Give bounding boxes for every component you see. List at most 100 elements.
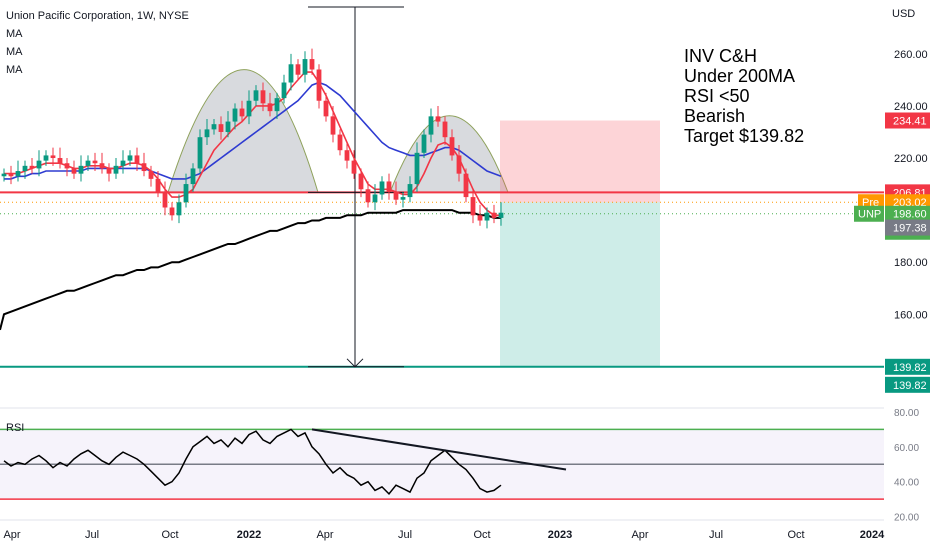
candle-body[interactable] [120,160,126,166]
candle-body[interactable] [351,160,357,174]
candle-body[interactable] [15,171,21,177]
candle-body[interactable] [442,121,448,138]
trade-annotation: INV C&H Under 200MA RSI <50 Bearish Targ… [684,46,804,146]
badge-target1[interactable] [885,358,930,375]
candle-body[interactable] [330,116,336,135]
time-tick-label: Apr [3,529,20,541]
candle-body[interactable] [57,158,63,164]
reward-zone[interactable] [500,202,660,367]
candle-body[interactable] [190,168,196,185]
candle-body[interactable] [1,173,7,177]
candle-body[interactable] [36,160,42,169]
candle-body[interactable] [134,155,140,164]
candle-body[interactable] [29,165,35,169]
candle-body[interactable] [8,173,14,177]
time-tick-label: 2024 [860,529,885,541]
indicator-ma-1[interactable]: MA [6,28,23,40]
rsi-tick-label: 40.00 [894,478,919,489]
candle-body[interactable] [428,116,434,135]
candle-body[interactable] [477,215,483,221]
candle-body[interactable] [491,212,497,218]
candle-body[interactable] [274,98,280,112]
candle-body[interactable] [372,194,378,203]
candle-body[interactable] [316,69,322,101]
badge-upper-red-value: 234.41 [893,116,927,128]
candle-body[interactable] [253,90,259,101]
symbol-title[interactable]: Union Pacific Corporation, 1W, NYSE [6,10,189,22]
candle-body[interactable] [281,82,287,99]
candle-body[interactable] [260,90,266,104]
candle-body[interactable] [449,137,455,156]
candle-body[interactable] [379,181,385,195]
candle-body[interactable] [246,100,252,117]
price-tick-label: 220.00 [894,153,928,165]
candle-body[interactable] [295,64,301,75]
candle-body[interactable] [407,184,413,198]
price-tick-label: 240.00 [894,101,928,113]
candle-body[interactable] [463,173,469,198]
indicator-ma-2[interactable]: MA [6,46,23,58]
candle-body[interactable] [309,59,315,70]
candle-body[interactable] [113,165,119,174]
badge-ma200[interactable] [885,219,930,236]
ma-red-line[interactable] [4,71,501,217]
candle-body[interactable] [421,134,427,153]
candle-body[interactable] [323,100,329,117]
candle-body[interactable] [344,150,350,161]
candle-body[interactable] [218,124,224,132]
candle-body[interactable] [484,212,490,221]
candle-body[interactable] [85,160,91,166]
badge-upper-red[interactable] [885,112,930,129]
candle-body[interactable] [337,134,343,151]
candle-body[interactable] [267,103,273,112]
candle-body[interactable] [50,155,56,159]
candle-body[interactable] [155,178,161,192]
candle-body[interactable] [414,152,420,185]
candle-body[interactable] [22,165,28,172]
candle-body[interactable] [78,165,84,174]
candle-body[interactable] [386,181,392,192]
candle-body[interactable] [92,160,98,164]
candle-body[interactable] [197,137,203,169]
candle-body[interactable] [365,189,371,203]
candle-body[interactable] [106,168,112,174]
candle-body[interactable] [148,171,154,179]
badge-target2[interactable] [885,376,930,393]
candle-body[interactable] [162,191,168,208]
time-tick-label: Oct [473,529,490,541]
candle-body[interactable] [232,108,238,122]
badge-last-tag[interactable] [854,205,884,222]
candle-body[interactable] [456,155,462,174]
candle-body[interactable] [400,197,406,200]
candle-body[interactable] [225,121,231,132]
candle-body[interactable] [64,163,70,169]
candle-body[interactable] [393,191,399,200]
price-axis[interactable] [884,0,932,550]
rsi-trendline[interactable] [311,428,567,471]
candle-body[interactable] [358,173,364,190]
candle-body[interactable] [239,108,245,117]
rsi-line[interactable] [3,428,502,496]
candle-body[interactable] [141,163,147,172]
cup-pattern [167,69,319,193]
ma-200-line[interactable] [0,209,501,331]
annotation-line-4: Bearish [684,106,746,126]
candle-body[interactable] [204,129,210,138]
risk-zone[interactable] [500,120,660,203]
candle-body[interactable] [470,197,476,216]
candle-body[interactable] [183,184,189,203]
candle-body[interactable] [71,168,77,174]
candle-body[interactable] [288,64,294,83]
candle-body[interactable] [169,207,175,216]
candle-body[interactable] [211,124,217,130]
candle-body[interactable] [99,163,105,169]
candle-body[interactable] [498,212,504,218]
candle-body[interactable] [176,202,182,216]
candle-body[interactable] [435,116,441,122]
candle-body[interactable] [43,155,49,161]
candle-body[interactable] [302,59,308,75]
indicator-ma-3[interactable]: MA [6,64,23,76]
candle-body[interactable] [127,155,133,161]
